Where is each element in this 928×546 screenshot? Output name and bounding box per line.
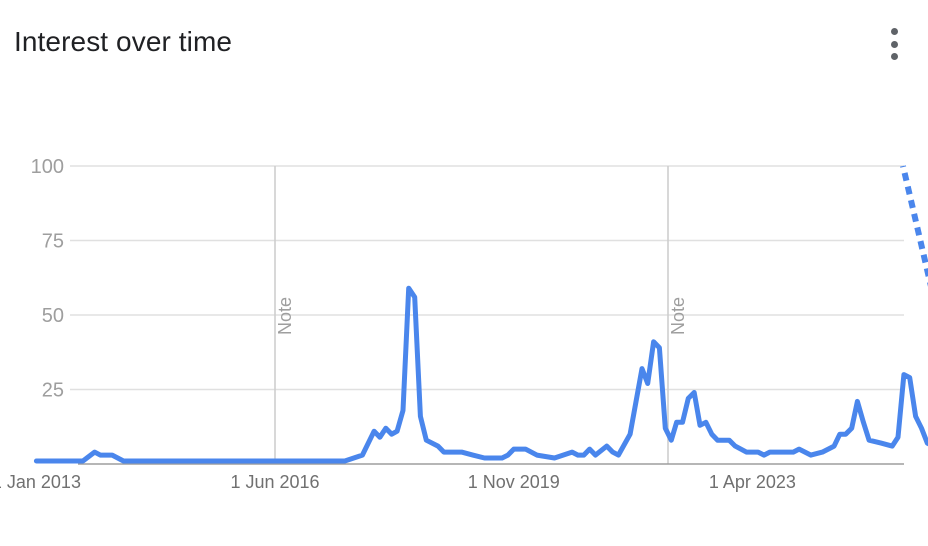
chart-title: Interest over time	[14, 26, 233, 57]
x-tick-label: 1 Nov 2019	[468, 472, 560, 492]
annotation-label: Note	[668, 297, 688, 335]
more-vert-icon-dot	[890, 40, 898, 48]
y-tick-label: 100	[31, 156, 64, 178]
annotation-label: Note	[275, 297, 295, 335]
series-line-partial	[900, 165, 928, 287]
x-tick-label: 1 Jan 2013	[0, 472, 81, 492]
x-tick-label: 1 Apr 2023	[709, 472, 796, 492]
y-tick-label: 75	[42, 231, 64, 253]
more-vert-icon	[890, 28, 898, 35]
y-tick-label: 25	[42, 380, 64, 402]
series-line	[33, 285, 928, 464]
more-vert-icon-dot	[890, 53, 898, 60]
more-options-button[interactable]	[876, 24, 912, 64]
x-tick-label: 1 Jun 2016	[230, 472, 319, 492]
y-tick-label: 50	[42, 305, 64, 327]
